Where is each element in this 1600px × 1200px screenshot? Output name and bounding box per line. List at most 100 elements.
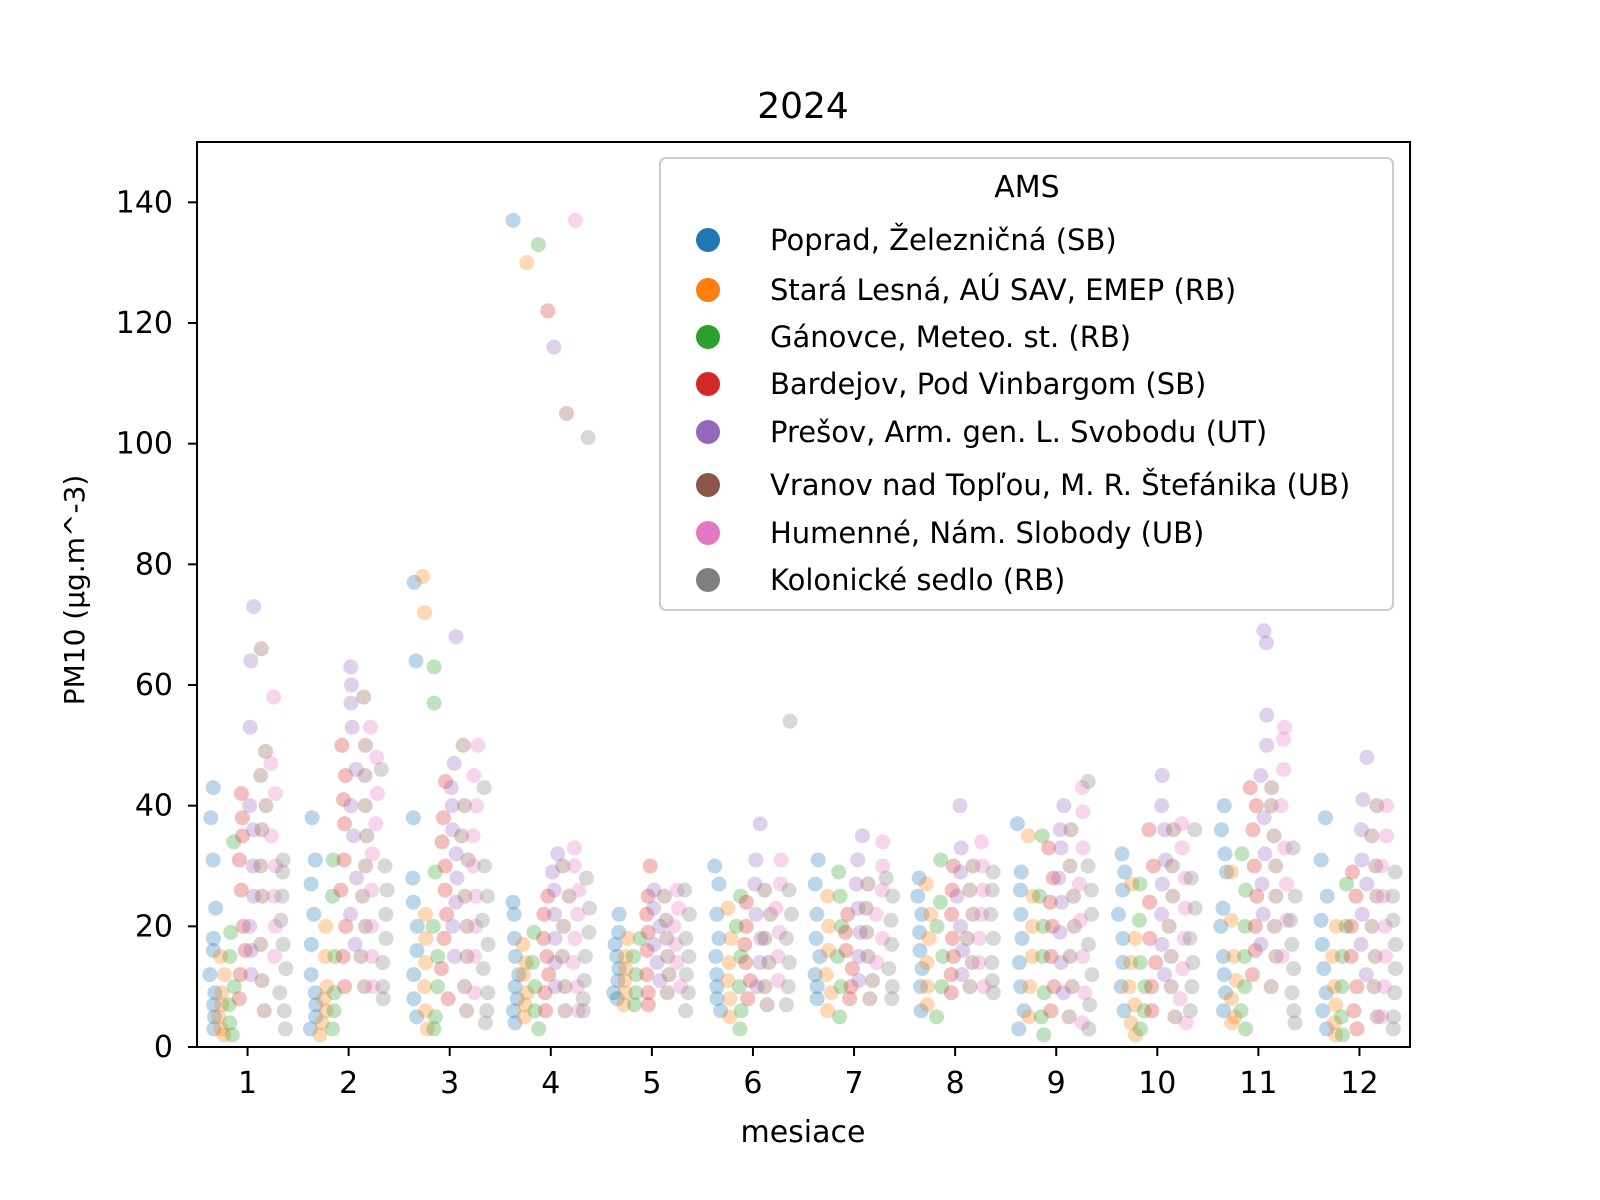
data-point	[1061, 1009, 1077, 1025]
data-point	[1349, 979, 1365, 995]
data-point	[1157, 967, 1173, 983]
data-point	[567, 930, 583, 946]
data-point	[275, 936, 291, 952]
data-point	[1256, 623, 1272, 639]
data-point	[944, 882, 960, 898]
data-point	[243, 967, 259, 983]
data-point	[1364, 828, 1380, 844]
data-point	[526, 924, 542, 940]
x-tick-label: 10	[1138, 1066, 1176, 1101]
data-point	[1368, 858, 1384, 874]
data-point	[1174, 840, 1190, 856]
data-point	[610, 973, 626, 989]
data-point	[1377, 949, 1393, 964]
data-point	[639, 967, 655, 983]
data-point	[338, 918, 354, 934]
data-point	[748, 852, 764, 868]
data-point	[1274, 949, 1290, 964]
data-point	[1009, 816, 1025, 832]
data-point	[425, 918, 441, 934]
data-point	[757, 882, 773, 898]
data-point	[466, 768, 482, 783]
data-point	[519, 985, 535, 1001]
data-point	[708, 949, 724, 964]
data-point	[430, 949, 446, 964]
data-point	[243, 653, 259, 669]
data-point	[807, 967, 823, 983]
data-point	[216, 967, 232, 983]
data-point	[507, 979, 523, 995]
data-point	[216, 1027, 232, 1043]
data-point	[681, 906, 697, 922]
data-point	[918, 876, 934, 892]
data-point	[752, 955, 768, 971]
data-point	[1237, 979, 1253, 995]
data-point	[1115, 955, 1131, 971]
data-point	[581, 900, 597, 916]
data-point	[851, 949, 867, 964]
data-point	[1343, 918, 1359, 934]
data-point	[208, 900, 224, 916]
data-point	[511, 967, 527, 983]
data-point	[272, 985, 288, 1001]
data-point	[274, 864, 290, 880]
data-point	[955, 942, 971, 958]
data-point	[747, 876, 763, 892]
data-point	[1141, 822, 1157, 838]
data-point	[541, 967, 557, 983]
data-point	[1334, 1027, 1350, 1043]
data-point	[1082, 997, 1098, 1013]
data-point	[772, 876, 788, 892]
data-point	[1177, 900, 1193, 916]
data-point	[576, 973, 592, 989]
data-point	[883, 912, 899, 928]
data-point	[1013, 979, 1029, 995]
data-point	[609, 949, 625, 964]
data-point	[1184, 979, 1200, 995]
data-point	[326, 1003, 342, 1019]
data-point	[571, 882, 587, 898]
data-point	[1349, 1021, 1365, 1037]
data-point	[409, 1009, 425, 1025]
data-point	[868, 906, 884, 922]
data-point	[477, 858, 493, 874]
data-point	[949, 888, 965, 904]
data-point	[359, 828, 375, 844]
data-point	[852, 924, 868, 940]
data-point	[1223, 864, 1239, 880]
data-point	[1022, 979, 1038, 995]
data-point	[337, 816, 353, 832]
data-point	[1034, 828, 1050, 844]
data-point	[1154, 906, 1170, 922]
data-point	[1282, 912, 1298, 928]
data-point	[944, 906, 960, 922]
legend-marker-icon	[696, 568, 720, 592]
data-point	[860, 876, 876, 892]
data-point	[1124, 876, 1140, 892]
data-point	[1223, 912, 1239, 928]
data-point	[519, 255, 535, 271]
data-point	[518, 955, 534, 971]
data-point	[530, 237, 546, 253]
data-point	[666, 918, 682, 934]
data-point	[231, 991, 247, 1007]
data-point	[406, 991, 422, 1007]
data-point	[446, 755, 462, 771]
data-point	[348, 761, 364, 777]
data-point	[1123, 955, 1139, 971]
data-point	[1355, 792, 1371, 808]
data-point	[984, 955, 1000, 971]
data-point	[1115, 930, 1131, 946]
data-point	[246, 888, 262, 904]
data-point	[1046, 979, 1062, 995]
data-point	[1065, 888, 1081, 904]
data-point	[1163, 979, 1179, 995]
data-point	[474, 912, 490, 928]
data-point	[222, 949, 238, 964]
data-point	[1275, 731, 1291, 747]
data-point	[952, 798, 968, 814]
data-point	[448, 894, 464, 910]
data-point	[358, 858, 374, 874]
data-point	[771, 924, 787, 940]
data-point	[405, 870, 421, 886]
